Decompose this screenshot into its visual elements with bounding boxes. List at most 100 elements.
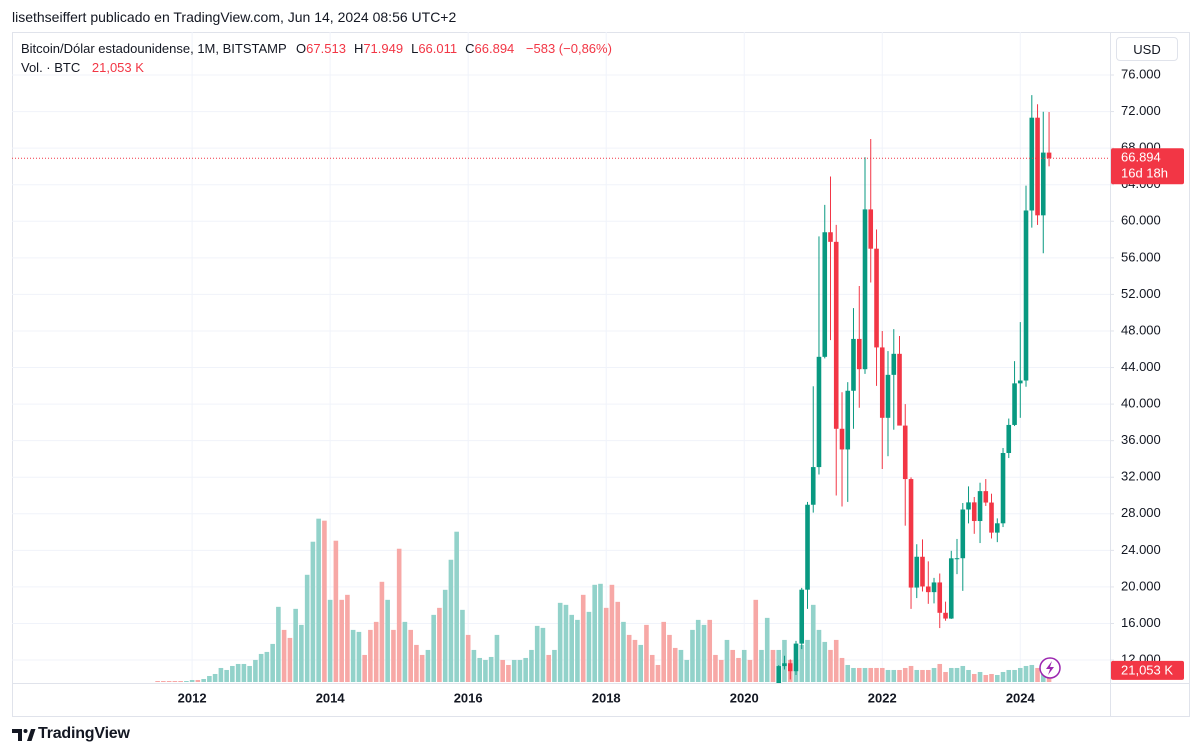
volume-bar: [189, 679, 195, 682]
volume-bar: [575, 619, 580, 682]
volume-bar: [897, 669, 902, 682]
candle-body: [862, 209, 868, 370]
volume-bar: [914, 669, 920, 682]
volume-bar: [977, 671, 983, 682]
candle-body: [971, 502, 977, 522]
candle-body: [1006, 424, 1012, 454]
volume-bar: [1012, 669, 1017, 682]
candle-body: [1017, 380, 1023, 384]
volume-bar: [661, 621, 666, 682]
volume-bar: [902, 667, 908, 682]
volume-pane: [155, 518, 1052, 682]
y-tick-label: 72.000: [1121, 103, 1161, 118]
volume-bar: [557, 602, 563, 682]
candle-body: [782, 663, 787, 667]
volume-bar: [230, 665, 235, 682]
volume-bar: [414, 644, 419, 682]
volume-bar: [764, 617, 770, 682]
volume-bar: [707, 619, 713, 682]
candle-body: [908, 479, 914, 588]
volume-bar: [224, 669, 229, 682]
candle-body: [960, 509, 966, 559]
candle-body: [954, 558, 960, 560]
volume-bar: [166, 680, 172, 682]
volume-bar: [546, 654, 552, 682]
volume-bar: [385, 599, 390, 682]
volume-bar: [868, 667, 874, 682]
volume-bar: [540, 627, 546, 682]
volume-bar: [983, 674, 989, 682]
volume-bar: [862, 667, 868, 682]
volume-bar: [971, 673, 977, 682]
volume-bar: [517, 659, 523, 682]
candle-body: [845, 390, 851, 450]
candle-body: [983, 491, 989, 503]
volume-tag-label: 21,053 K: [1121, 662, 1173, 677]
candle-body: [1023, 210, 1029, 381]
volume-bar: [874, 667, 879, 682]
volume-bar: [638, 644, 644, 682]
y-tick-label: 20.000: [1121, 578, 1161, 593]
volume-bar: [310, 541, 316, 682]
candle-body: [833, 241, 839, 429]
last-price-tag: [1111, 148, 1184, 185]
volume-bar: [419, 654, 425, 682]
volume-bar: [253, 659, 258, 682]
alert-icon[interactable]: [1039, 657, 1061, 679]
volume-bar: [345, 594, 350, 682]
y-tick-label: 16.000: [1121, 615, 1161, 630]
volume-bar: [833, 639, 839, 682]
volume-bar: [287, 637, 293, 682]
volume-bar: [391, 629, 396, 682]
candle-body: [810, 467, 816, 505]
volume-bar: [258, 653, 264, 682]
volume-bar: [241, 663, 247, 682]
axes: 12.00016.00020.00024.00028.00032.00036.0…: [12, 66, 1184, 705]
volume-bar: [667, 634, 672, 682]
y-tick-label: 48.000: [1121, 322, 1161, 337]
volume-bar: [960, 665, 966, 682]
volume-bar: [822, 641, 828, 682]
candle-body: [897, 353, 902, 426]
x-tick-label: 2024: [1006, 690, 1036, 705]
ohlc-key: C: [465, 41, 475, 56]
volume-bar: [195, 679, 201, 682]
volume-bar: [908, 665, 914, 682]
volume-bar: [1023, 665, 1029, 682]
volume-bar: [402, 621, 408, 682]
volume-bar: [247, 665, 252, 682]
ohlc-value: 67.513: [306, 41, 346, 56]
candle-body: [937, 582, 943, 613]
candle-body: [856, 338, 862, 370]
x-tick-label: 2014: [316, 690, 346, 705]
volume-value: 21,053 K: [91, 60, 144, 75]
volume-bar: [856, 667, 862, 682]
volume-bar: [235, 663, 241, 682]
volume-bar: [621, 621, 626, 682]
candles: [776, 95, 1052, 683]
candle-body: [1012, 383, 1017, 425]
ohlc-key: L: [411, 41, 419, 56]
currency-button[interactable]: USD: [1116, 37, 1178, 61]
volume-bar: [690, 629, 695, 682]
volume-bar: [1006, 669, 1012, 682]
candle-body: [885, 374, 891, 418]
y-tick-label: 44.000: [1121, 359, 1161, 374]
volume-bar: [488, 656, 494, 682]
candle-body: [943, 612, 948, 619]
symbol-title: Bitcoin/Dólar estadounidense, 1M, BITSTA…: [21, 41, 287, 56]
ohlc-values: O67.513 H71.949 L66.011 C66.894: [290, 41, 514, 56]
volume-bar: [460, 609, 465, 682]
ohlc-value: 66.011: [418, 41, 458, 56]
volume-bar: [995, 674, 1000, 682]
candle-body: [989, 502, 994, 533]
candle-body: [805, 504, 810, 590]
volume-tag: [1111, 660, 1184, 680]
y-tick-label: 36.000: [1121, 432, 1161, 447]
volume-bar: [839, 657, 845, 682]
x-tick-label: 2016: [454, 690, 483, 705]
y-tick-label: 60.000: [1121, 213, 1161, 228]
volume-bar: [293, 608, 298, 682]
volume-bar: [454, 531, 459, 682]
